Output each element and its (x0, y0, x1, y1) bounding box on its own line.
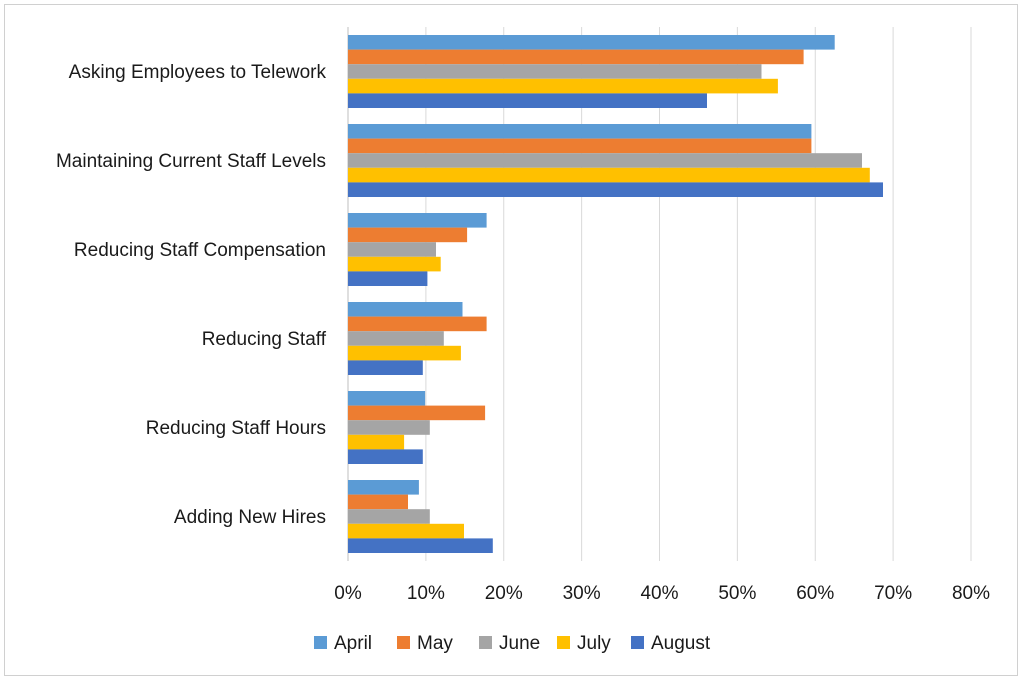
bar (348, 227, 468, 243)
legend-swatch (631, 636, 644, 649)
bar (348, 138, 812, 154)
legend-swatch (557, 636, 570, 649)
x-tick-label: 30% (563, 583, 601, 604)
bar (348, 153, 862, 168)
bar (348, 242, 436, 257)
x-tick-label: 40% (640, 583, 678, 604)
bar (348, 494, 408, 510)
category-label: Reducing Staff Compensation (74, 240, 326, 261)
bar (348, 345, 461, 361)
x-tick-label: 80% (952, 583, 990, 604)
x-tick-label: 60% (796, 583, 834, 604)
bar (348, 509, 430, 524)
bar (348, 213, 487, 228)
legend-item: May (397, 633, 453, 654)
legend-swatch (314, 636, 327, 649)
bar (348, 124, 812, 139)
legend-item: June (479, 633, 540, 654)
bar (348, 480, 419, 495)
bar (348, 316, 487, 332)
bar (348, 93, 707, 108)
legend-label: July (577, 633, 611, 654)
x-tick-label: 0% (334, 583, 362, 604)
x-tick-label: 50% (718, 583, 756, 604)
legend-swatch (397, 636, 410, 649)
legend-item: July (557, 633, 611, 654)
category-labels: Asking Employees to Telework Maintaining … (56, 62, 327, 528)
bar (348, 391, 426, 406)
x-tick-label: 10% (407, 583, 445, 604)
x-axis-tick-labels: 0% 10% 20% 30% 40% 50% 60% 70% 80% (334, 583, 990, 604)
category-label: Adding New Hires (174, 507, 326, 528)
bar (348, 420, 430, 435)
legend-label: June (499, 633, 540, 654)
bar (348, 256, 441, 272)
bar (348, 271, 428, 286)
category-label: Asking Employees to Telework (69, 62, 327, 83)
category-label: Reducing Staff Hours (146, 418, 326, 439)
bar (348, 331, 444, 346)
legend-label: April (334, 633, 372, 654)
bar (348, 538, 493, 553)
bar (348, 49, 804, 65)
legend-label: August (651, 633, 711, 654)
x-tick-label: 20% (485, 583, 523, 604)
legend: April May June July August (314, 633, 711, 654)
gridlines (347, 27, 972, 561)
bar (348, 449, 423, 464)
category-label: Maintaining Current Staff Levels (56, 151, 326, 172)
bar (348, 35, 835, 50)
bar (348, 434, 405, 450)
chart-frame (4, 4, 1018, 676)
legend-item: April (314, 633, 372, 654)
bar (348, 64, 762, 79)
legend-item: August (631, 633, 711, 654)
bar (348, 167, 870, 183)
bar (348, 523, 464, 539)
bar (348, 302, 463, 317)
bar (348, 360, 423, 375)
legend-swatch (479, 636, 492, 649)
bar (348, 182, 883, 197)
legend-label: May (417, 633, 453, 654)
bar (348, 405, 486, 421)
x-tick-label: 70% (874, 583, 912, 604)
bars (348, 35, 883, 553)
category-label: Reducing Staff (202, 329, 327, 350)
bar (348, 78, 778, 94)
